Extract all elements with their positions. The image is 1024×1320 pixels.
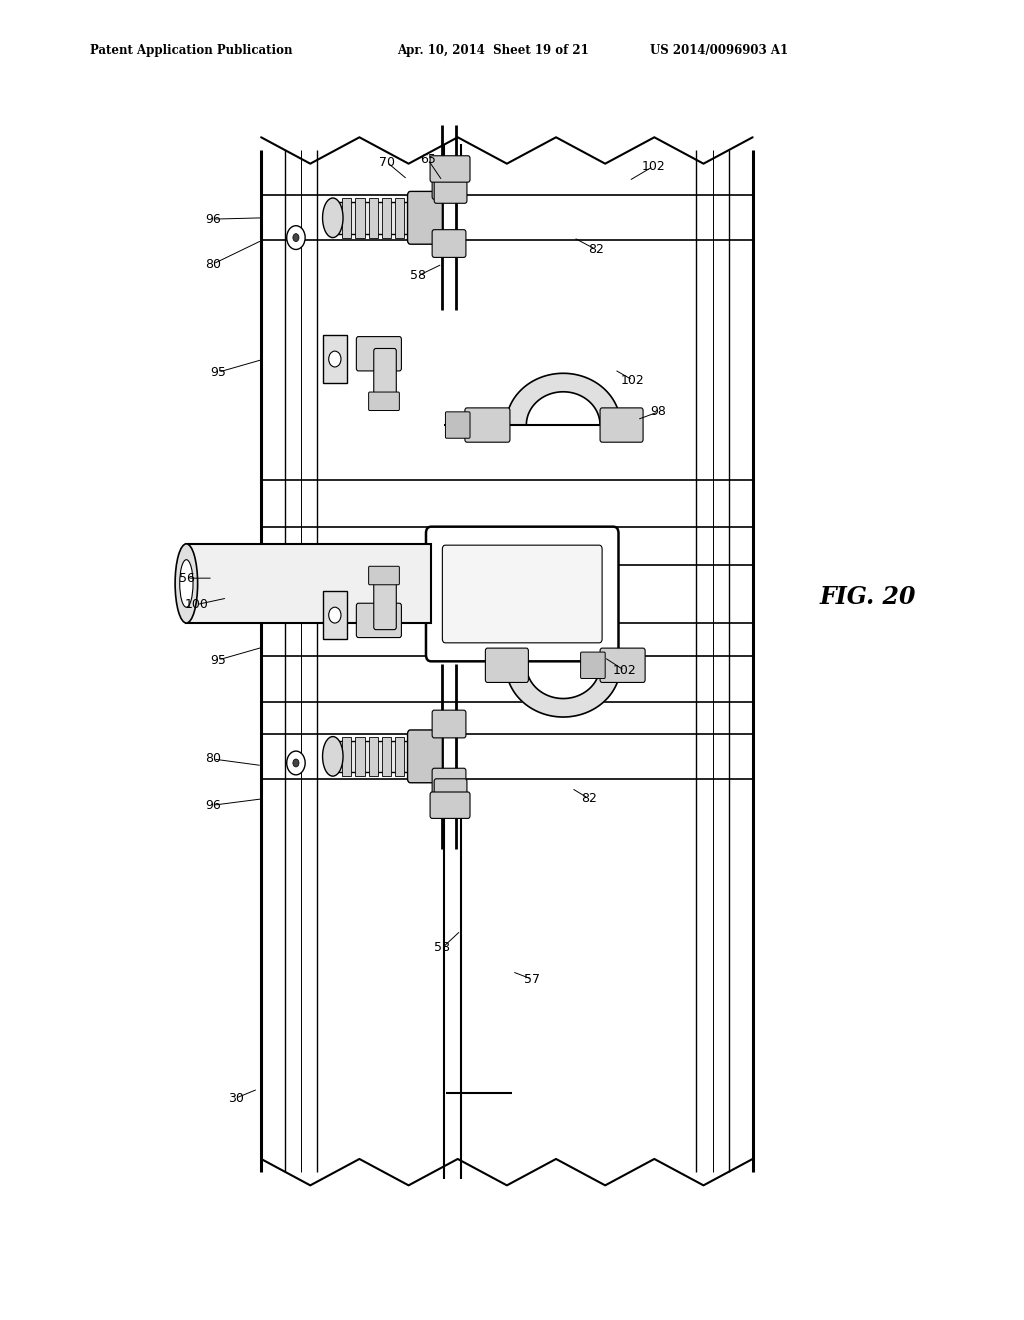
Bar	[382, 198, 391, 238]
Circle shape	[287, 226, 305, 249]
FancyBboxPatch shape	[430, 792, 470, 818]
FancyBboxPatch shape	[374, 348, 396, 407]
Text: 58: 58	[434, 941, 451, 954]
Circle shape	[287, 751, 305, 775]
Text: 82: 82	[588, 243, 604, 256]
FancyBboxPatch shape	[356, 337, 401, 371]
FancyBboxPatch shape	[369, 392, 399, 411]
Bar	[342, 198, 351, 238]
Text: 57: 57	[524, 973, 541, 986]
FancyBboxPatch shape	[465, 408, 510, 442]
FancyBboxPatch shape	[408, 730, 442, 783]
FancyBboxPatch shape	[432, 768, 466, 796]
FancyBboxPatch shape	[432, 172, 466, 199]
FancyBboxPatch shape	[445, 412, 470, 438]
Text: 80: 80	[205, 257, 221, 271]
FancyBboxPatch shape	[432, 710, 466, 738]
Polygon shape	[506, 374, 621, 425]
FancyBboxPatch shape	[408, 191, 442, 244]
Text: 96: 96	[205, 213, 221, 226]
Bar	[323, 335, 347, 383]
FancyBboxPatch shape	[600, 648, 645, 682]
Text: 58: 58	[410, 269, 426, 282]
Text: 102: 102	[612, 664, 637, 677]
Bar	[333, 741, 409, 772]
Bar	[342, 737, 351, 776]
FancyBboxPatch shape	[356, 603, 401, 638]
Bar	[395, 737, 404, 776]
Bar	[323, 591, 347, 639]
Text: 98: 98	[650, 405, 667, 418]
FancyBboxPatch shape	[434, 177, 467, 203]
Text: 96: 96	[205, 799, 221, 812]
Polygon shape	[506, 665, 621, 717]
Bar	[369, 737, 378, 776]
Bar	[395, 198, 404, 238]
FancyBboxPatch shape	[581, 652, 605, 678]
Circle shape	[329, 607, 341, 623]
FancyBboxPatch shape	[369, 566, 399, 585]
Text: 65: 65	[420, 153, 436, 166]
Text: 82: 82	[581, 792, 597, 805]
Text: US 2014/0096903 A1: US 2014/0096903 A1	[650, 44, 788, 57]
FancyBboxPatch shape	[600, 408, 643, 442]
FancyBboxPatch shape	[485, 648, 528, 682]
Bar	[355, 737, 365, 776]
Bar	[492, 565, 553, 623]
FancyBboxPatch shape	[374, 574, 396, 630]
Circle shape	[293, 234, 299, 242]
Ellipse shape	[180, 560, 194, 607]
Ellipse shape	[323, 198, 343, 238]
Text: Patent Application Publication: Patent Application Publication	[90, 44, 293, 57]
Text: Apr. 10, 2014  Sheet 19 of 21: Apr. 10, 2014 Sheet 19 of 21	[397, 44, 589, 57]
Bar	[382, 737, 391, 776]
Text: FIG. 20: FIG. 20	[819, 585, 915, 609]
Bar	[369, 198, 378, 238]
Bar	[355, 198, 365, 238]
Ellipse shape	[323, 737, 343, 776]
FancyBboxPatch shape	[434, 779, 467, 805]
Text: 80: 80	[205, 752, 221, 766]
FancyBboxPatch shape	[426, 527, 618, 661]
Text: 95: 95	[210, 653, 226, 667]
Text: 70: 70	[379, 156, 395, 169]
Bar	[186, 544, 431, 623]
Text: 56: 56	[179, 572, 196, 585]
Ellipse shape	[175, 544, 198, 623]
Text: 100: 100	[184, 598, 209, 611]
FancyBboxPatch shape	[442, 545, 602, 643]
FancyBboxPatch shape	[430, 156, 470, 182]
Text: 102: 102	[621, 374, 645, 387]
Text: 30: 30	[227, 1092, 244, 1105]
Text: 95: 95	[210, 366, 226, 379]
Circle shape	[293, 759, 299, 767]
FancyBboxPatch shape	[432, 230, 466, 257]
Bar	[333, 202, 409, 234]
Text: 102: 102	[641, 160, 666, 173]
Circle shape	[329, 351, 341, 367]
